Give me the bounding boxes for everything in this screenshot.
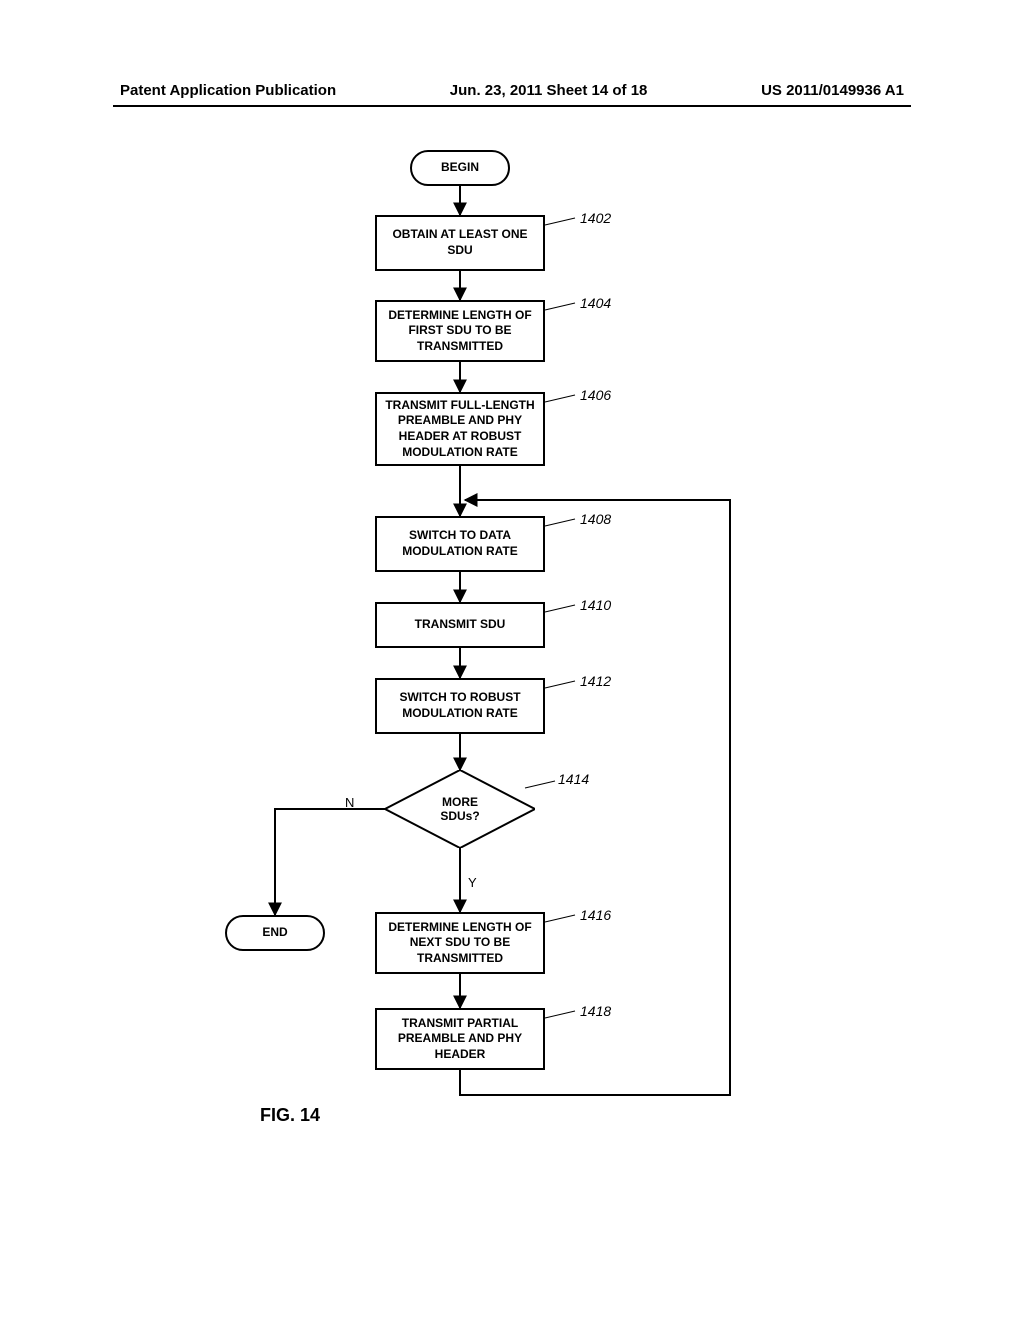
edge-label-no: N: [345, 795, 354, 810]
header-center: Jun. 23, 2011 Sheet 14 of 18: [450, 82, 648, 99]
node-1410-label: TRANSMIT SDU: [415, 617, 506, 633]
node-begin: BEGIN: [410, 150, 510, 186]
ref-1418: 1418: [580, 1003, 611, 1019]
node-1402-label: OBTAIN AT LEAST ONE SDU: [383, 227, 537, 258]
node-1404-label: DETERMINE LENGTH OF FIRST SDU TO BE TRAN…: [383, 308, 537, 355]
node-1406: TRANSMIT FULL-LENGTH PREAMBLE AND PHY HE…: [375, 392, 545, 466]
node-1408: SWITCH TO DATA MODULATION RATE: [375, 516, 545, 572]
ref-1412: 1412: [580, 673, 611, 689]
header-right: US 2011/0149936 A1: [761, 82, 904, 99]
ref-1414: 1414: [558, 771, 589, 787]
figure-caption: FIG. 14: [260, 1105, 320, 1126]
flowchart-diagram: BEGIN OBTAIN AT LEAST ONE SDU 1402 DETER…: [0, 140, 1024, 1240]
node-1416-label: DETERMINE LENGTH OF NEXT SDU TO BE TRANS…: [383, 920, 537, 967]
node-1404: DETERMINE LENGTH OF FIRST SDU TO BE TRAN…: [375, 300, 545, 362]
header-rule: [113, 105, 911, 107]
ref-1408: 1408: [580, 511, 611, 527]
node-1416: DETERMINE LENGTH OF NEXT SDU TO BE TRANS…: [375, 912, 545, 974]
node-1406-label: TRANSMIT FULL-LENGTH PREAMBLE AND PHY HE…: [383, 398, 537, 460]
ref-1416: 1416: [580, 907, 611, 923]
node-1418: TRANSMIT PARTIAL PREAMBLE AND PHY HEADER: [375, 1008, 545, 1070]
edge-label-yes: Y: [468, 875, 477, 890]
node-1408-label: SWITCH TO DATA MODULATION RATE: [383, 528, 537, 559]
node-begin-label: BEGIN: [441, 160, 479, 176]
node-1418-label: TRANSMIT PARTIAL PREAMBLE AND PHY HEADER: [383, 1016, 537, 1063]
header-left: Patent Application Publication: [120, 82, 336, 99]
page-header: Patent Application Publication Jun. 23, …: [0, 82, 1024, 99]
node-1412: SWITCH TO ROBUST MODULATION RATE: [375, 678, 545, 734]
ref-1404: 1404: [580, 295, 611, 311]
node-end: END: [225, 915, 325, 951]
node-1414-label: MORE SDUs?: [423, 795, 498, 823]
node-1410: TRANSMIT SDU: [375, 602, 545, 648]
ref-1410: 1410: [580, 597, 611, 613]
ref-1406: 1406: [580, 387, 611, 403]
node-end-label: END: [262, 925, 287, 941]
node-1402: OBTAIN AT LEAST ONE SDU: [375, 215, 545, 271]
ref-1402: 1402: [580, 210, 611, 226]
node-1412-label: SWITCH TO ROBUST MODULATION RATE: [383, 690, 537, 721]
node-1414-decision: MORE SDUs?: [385, 770, 535, 848]
